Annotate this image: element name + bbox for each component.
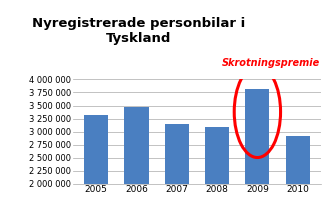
Bar (84, 115, 108, 209)
Text: Skrotningspremie: Skrotningspremie (222, 58, 320, 68)
Bar (205, 127, 229, 209)
Bar (286, 136, 310, 209)
Bar (245, 89, 269, 209)
Text: Nyregistrerade personbilar i
Tyskland: Nyregistrerade personbilar i Tyskland (32, 17, 246, 45)
Bar (165, 124, 189, 209)
Bar (124, 107, 149, 209)
